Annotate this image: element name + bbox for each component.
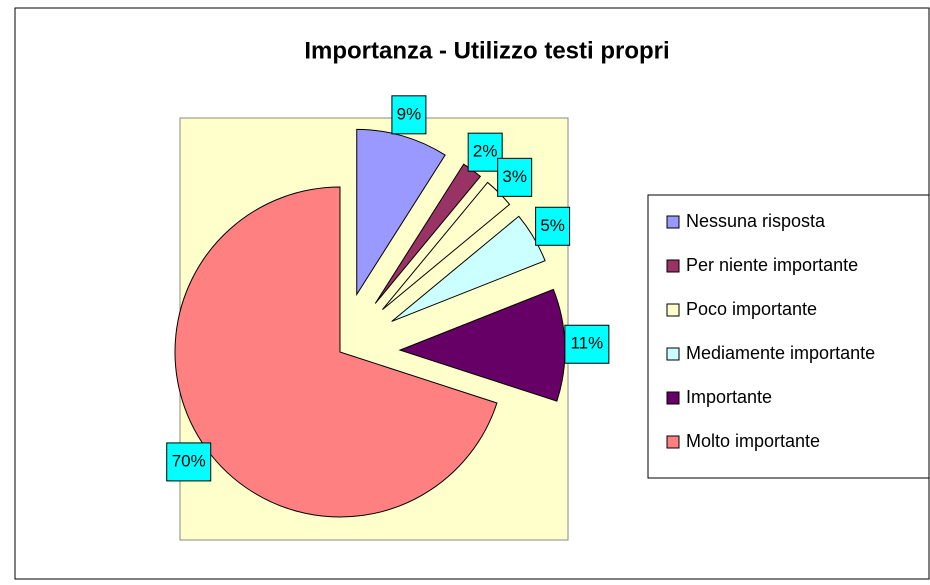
legend-swatch xyxy=(666,259,680,273)
data-label: 5% xyxy=(540,216,565,235)
data-label-box xyxy=(166,442,212,482)
data-label: 3% xyxy=(502,167,527,186)
legend-label: Importante xyxy=(686,387,772,407)
legend xyxy=(647,194,930,479)
legend-swatch xyxy=(666,347,680,361)
legend-swatch xyxy=(666,435,680,449)
legend-swatch xyxy=(666,303,680,317)
data-label-box xyxy=(467,132,503,172)
legend-label: Molto importante xyxy=(686,431,820,451)
data-label-box xyxy=(391,95,427,135)
legend-label: Per niente importante xyxy=(686,255,858,275)
pie-slice xyxy=(391,215,546,322)
legend-label: Poco importante xyxy=(686,299,817,319)
data-label-box xyxy=(564,324,610,364)
data-label: 11% xyxy=(570,334,603,353)
data-label: 70% xyxy=(172,451,206,470)
pie-slice xyxy=(356,128,446,297)
data-label: 9% xyxy=(397,104,422,123)
legend-label: Mediamente importante xyxy=(686,343,875,363)
legend-swatch xyxy=(666,391,680,405)
legend-swatch xyxy=(666,215,680,229)
chart-title: Importanza - Utilizzo testi propri xyxy=(304,37,669,64)
legend-label: Nessuna risposta xyxy=(686,211,826,231)
data-label: 2% xyxy=(473,142,498,161)
data-label-box xyxy=(535,206,571,246)
data-label-box xyxy=(497,157,533,197)
